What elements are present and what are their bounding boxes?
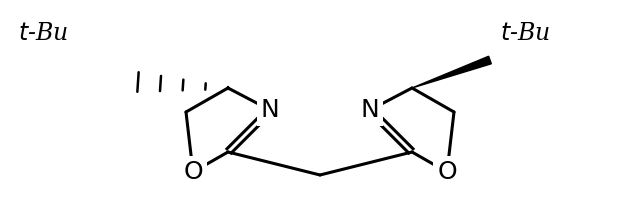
Text: O: O xyxy=(437,160,457,184)
Text: N: N xyxy=(360,98,380,122)
Text: O: O xyxy=(183,160,203,184)
Text: $t$-Bu: $t$-Bu xyxy=(18,22,68,45)
Polygon shape xyxy=(412,56,492,88)
Text: N: N xyxy=(260,98,280,122)
Text: $t$-Bu: $t$-Bu xyxy=(500,22,550,45)
